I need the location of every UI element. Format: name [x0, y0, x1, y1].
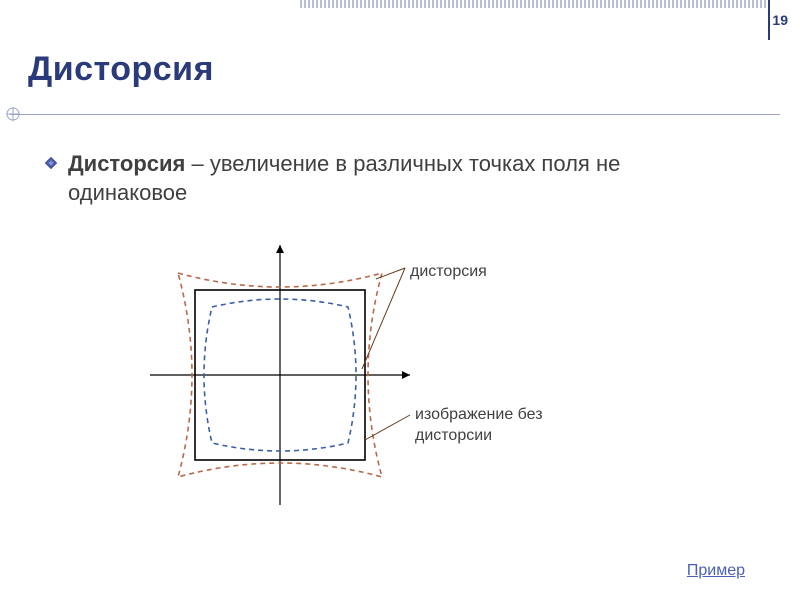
axes — [150, 245, 410, 505]
page-number: 19 — [772, 12, 788, 28]
diamond-bullet-icon — [44, 156, 58, 170]
term: Дисторсия — [68, 151, 185, 176]
distortion-diagram — [140, 235, 600, 515]
page-title: Дисторсия — [28, 50, 214, 89]
top-pattern-bar — [300, 0, 770, 8]
top-right-rule — [768, 0, 770, 40]
definition-text: Дисторсия – увеличение в различных точка… — [68, 150, 698, 207]
label-no-distortion: изображение без дисторсии — [415, 405, 615, 447]
example-link[interactable]: Пример — [687, 562, 745, 580]
title-rule — [10, 114, 780, 115]
label-distortion: дисторсия — [410, 263, 487, 281]
